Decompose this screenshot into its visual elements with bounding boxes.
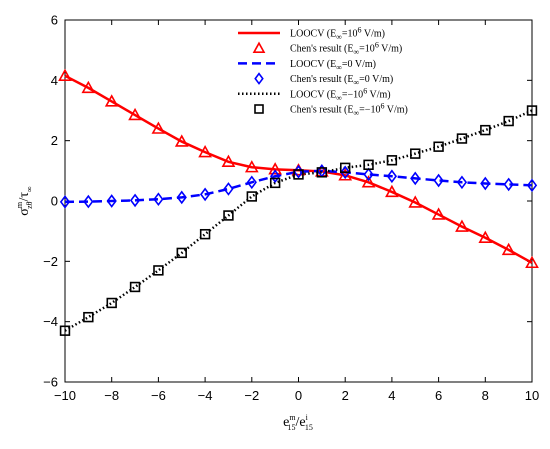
legend-item: LOOCV (E∞=0 V/m) <box>238 59 376 72</box>
data-point <box>199 187 211 202</box>
data-point <box>106 297 117 309</box>
data-point <box>408 195 423 208</box>
data-point <box>199 228 211 240</box>
data-point <box>340 165 351 180</box>
data-point <box>503 177 514 192</box>
x-tick-label: 0 <box>295 388 302 403</box>
legend-label: LOOCV (E∞=106 V/m) <box>290 26 385 42</box>
data-point <box>339 162 351 174</box>
data-point <box>268 162 283 175</box>
data-point <box>223 210 234 221</box>
legend-swatch-marker <box>252 41 266 54</box>
data-point <box>478 230 493 244</box>
legend: LOOCV (E∞=106 V/m)Chen's result (E∞=106 … <box>238 26 408 118</box>
data-point <box>176 190 187 205</box>
legend-label: LOOCV (E∞=0 V/m) <box>290 59 376 72</box>
x-tick-label: 8 <box>482 388 489 403</box>
data-point <box>455 219 469 232</box>
data-point <box>386 155 398 166</box>
y-tick-label: 6 <box>51 13 58 28</box>
data-point <box>59 325 71 336</box>
data-point <box>269 177 281 189</box>
x-tick-label: 4 <box>388 388 395 403</box>
data-point <box>363 167 374 182</box>
legend-swatch-marker <box>254 104 264 114</box>
legend-item: Chen's result (E∞=106 V/m) <box>252 41 402 57</box>
legend-label: Chen's result (E∞=−106 V/m) <box>290 102 408 118</box>
x-tick-label: −8 <box>104 388 119 403</box>
y-tick-label: −2 <box>43 254 58 269</box>
data-point <box>270 169 281 184</box>
x-tick-label: 2 <box>342 388 349 403</box>
x-axis-label: em 15/ei 15 <box>283 413 313 432</box>
legend-item: LOOCV (E∞=−106 V/m) <box>238 86 391 102</box>
legend-item: Chen's result (E∞=0 V/m) <box>254 72 393 87</box>
data-point <box>83 311 94 323</box>
data-point <box>221 154 236 167</box>
x-tick-label: −4 <box>198 388 213 403</box>
data-point <box>363 159 374 170</box>
series-markers <box>58 68 539 336</box>
data-point <box>129 193 141 208</box>
data-point <box>246 175 257 190</box>
data-point <box>386 169 398 184</box>
data-point <box>526 178 538 193</box>
data-point <box>246 191 257 202</box>
data-point <box>153 192 164 207</box>
legend-item: Chen's result (E∞=−106 V/m) <box>254 102 408 118</box>
data-point <box>198 144 212 158</box>
data-point <box>361 175 376 188</box>
data-point <box>316 167 328 178</box>
data-point <box>526 105 538 116</box>
y-axis-label: σmzθ/τ∞ <box>15 186 34 216</box>
data-point <box>293 169 304 180</box>
y-tick-label: 0 <box>51 194 58 209</box>
data-point <box>525 255 539 269</box>
x-tick-label: −6 <box>151 388 166 403</box>
data-point <box>104 94 119 107</box>
y-tick-label: 2 <box>51 133 58 148</box>
x-tick-label: 10 <box>525 388 539 403</box>
data-point <box>456 175 468 190</box>
data-point <box>456 133 468 144</box>
data-point <box>410 171 421 186</box>
data-point <box>433 173 444 188</box>
data-point <box>58 68 72 82</box>
x-tick-label: −10 <box>54 388 76 403</box>
series-line <box>64 169 533 204</box>
data-point <box>503 115 514 127</box>
data-point <box>244 160 259 173</box>
data-point <box>385 184 399 198</box>
data-point <box>81 80 96 94</box>
data-point <box>128 107 142 121</box>
data-point <box>433 141 444 152</box>
y-tick-label: −6 <box>43 375 58 390</box>
axis-ticks: −10 −8 −6 −4 −2 0 2 4 6 8 10 −6 −4 −2 0 2 4 6 <box>43 13 539 404</box>
data-point <box>151 121 166 134</box>
data-point <box>83 194 94 209</box>
legend-label: Chen's result (E∞=106 V/m) <box>290 41 402 57</box>
legend-label: LOOCV (E∞=−106 V/m) <box>290 86 391 102</box>
data-point <box>480 124 491 136</box>
x-tick-label: 6 <box>435 388 442 403</box>
series-line <box>64 109 533 332</box>
data-point <box>153 265 164 276</box>
data-point <box>176 247 187 259</box>
legend-swatch-marker <box>254 72 264 85</box>
data-point <box>480 176 491 191</box>
data-point <box>431 207 446 220</box>
legend-item: LOOCV (E∞=106 V/m) <box>238 26 385 42</box>
legend-label: Chen's result (E∞=0 V/m) <box>290 74 393 87</box>
data-point <box>129 281 141 293</box>
data-point <box>174 134 189 147</box>
y-tick-label: −4 <box>43 314 58 329</box>
x-tick-label: −2 <box>244 388 259 403</box>
data-point <box>501 242 516 256</box>
data-point <box>59 195 71 209</box>
data-point <box>106 194 117 208</box>
data-point <box>223 182 234 196</box>
y-tick-label: 4 <box>51 73 58 88</box>
data-point <box>410 148 421 159</box>
